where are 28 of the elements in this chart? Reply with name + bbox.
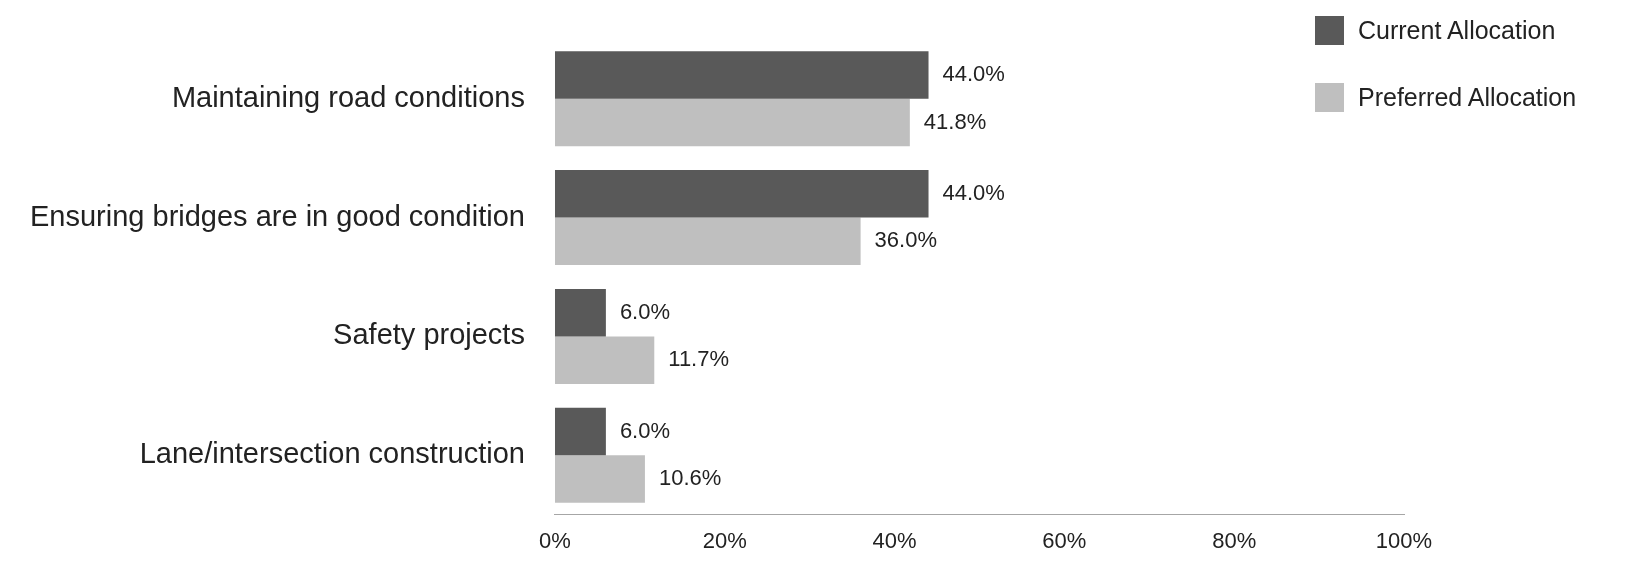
y-tick-label: Lane/intersection construction [139, 437, 525, 470]
x-tick-label: 100% [1375, 527, 1433, 553]
data-label: 41.8% [923, 108, 987, 134]
bar [554, 455, 645, 503]
legend-label: Preferred Allocation [1358, 83, 1577, 112]
data-label: 10.6% [658, 465, 722, 491]
bar [554, 170, 929, 218]
x-tick-label: 20% [702, 527, 747, 553]
bar [554, 288, 606, 337]
y-tick-label: Ensuring bridges are in good condition [29, 199, 525, 232]
x-tick-label: 0% [539, 527, 571, 553]
bar [554, 98, 910, 147]
data-label: 6.0% [619, 298, 671, 324]
y-tick-label: Safety projects [333, 318, 525, 351]
data-label: 6.0% [619, 417, 671, 443]
data-label: 36.0% [874, 227, 937, 253]
data-label: 44.0% [942, 61, 1005, 87]
x-tick-label: 40% [872, 527, 917, 553]
bar [554, 336, 655, 384]
bar [554, 51, 929, 99]
bar [554, 217, 861, 266]
x-tick-label: 80% [1212, 527, 1257, 553]
data-label: 44.0% [942, 179, 1005, 205]
legend-label: Current Allocation [1358, 16, 1556, 45]
bar [554, 407, 606, 456]
data-label: 11.7% [668, 346, 730, 372]
x-tick-label: 60% [1042, 527, 1087, 553]
y-tick-label: Maintaining road conditions [171, 80, 525, 113]
